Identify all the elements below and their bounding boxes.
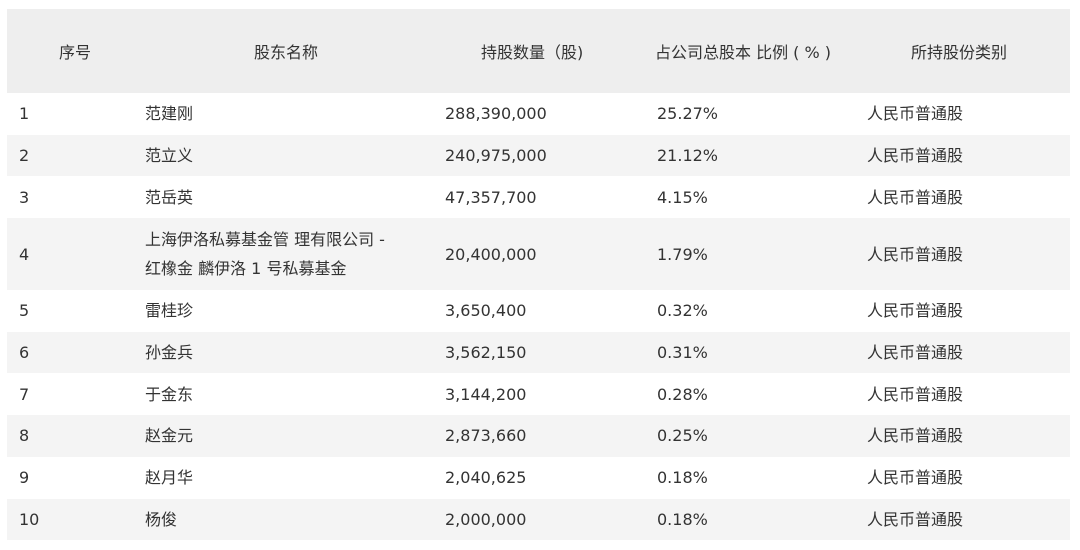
shareholder-name-line: 杨俊 [145, 509, 178, 529]
cell-index: 7 [19, 384, 30, 404]
cell-name: 雷桂珍 [143, 290, 443, 332]
table-body: 1 范建刚 288,390,000 25.27% 人民币普通股 2 范立义 240,975,0… [7, 93, 1070, 541]
cell-ratio: 0.32% [657, 301, 708, 321]
table-row: 10 杨俊 2,000,000 0.18% 人民币普通股 [7, 498, 1070, 541]
table-header: 序号 股东名称 持股数量（股) 占公司总股本 比例 ( % ) 所持股份类别 [7, 9, 1070, 93]
cell-quantity: 2,873,660 [445, 426, 527, 446]
cell-quantity: 240,975,000 [445, 146, 547, 166]
cell-ratio: 0.31% [657, 343, 708, 363]
table-row: 1 范建刚 288,390,000 25.27% 人民币普通股 [7, 93, 1070, 135]
shareholder-table: 序号 股东名称 持股数量（股) 占公司总股本 比例 ( % ) 所持股份类别 1… [7, 9, 1070, 541]
header-type: 所持股份类别 [911, 43, 1008, 62]
shareholder-name-line: 范立义 [145, 146, 194, 166]
table-row: 5 雷桂珍 3,650,400 0.32% 人民币普通股 [7, 290, 1070, 332]
table-row: 8 赵金元 2,873,660 0.25% 人民币普通股 [7, 415, 1070, 457]
table-row: 4 上海伊洛私募基金管 理有限公司 - 红橡金 麟伊洛 1 号私募基金 20,400,… [7, 218, 1070, 291]
cell-name: 于金东 [143, 373, 443, 415]
cell-type: 人民币普通股 [867, 187, 964, 207]
cell-quantity: 2,000,000 [445, 509, 527, 529]
cell-ratio: 0.25% [657, 426, 708, 446]
cell-quantity: 3,562,150 [445, 343, 527, 363]
cell-name: 范立义 [143, 135, 443, 177]
cell-index: 3 [19, 187, 30, 207]
cell-ratio: 0.18% [657, 509, 708, 529]
cell-index: 8 [19, 426, 30, 446]
cell-type: 人民币普通股 [867, 301, 964, 321]
table-row: 6 孙金兵 3,562,150 0.31% 人民币普通股 [7, 331, 1070, 374]
cell-quantity: 2,040,625 [445, 468, 527, 488]
cell-name: 赵月华 [143, 457, 443, 499]
header-ratio: 占公司总股本 比例 ( % ) [655, 43, 832, 62]
cell-ratio: 0.28% [657, 384, 708, 404]
cell-type: 人民币普通股 [867, 343, 964, 363]
cell-name: 范建刚 [143, 93, 443, 135]
cell-quantity: 20,400,000 [445, 244, 537, 264]
cell-type: 人民币普通股 [867, 244, 964, 264]
cell-ratio: 0.18% [657, 468, 708, 488]
cell-index: 4 [19, 244, 30, 264]
cell-index: 9 [19, 468, 30, 488]
table-row: 7 于金东 3,144,200 0.28% 人民币普通股 [7, 373, 1070, 416]
header-index: 序号 [59, 43, 92, 62]
cell-name: 上海伊洛私募基金管 理有限公司 - 红橡金 麟伊洛 1 号私募基金 [143, 218, 443, 290]
shareholder-name-line: 红橡金 麟伊洛 1 号私募基金 [145, 259, 347, 279]
cell-quantity: 3,650,400 [445, 301, 527, 321]
cell-index: 2 [19, 146, 30, 166]
cell-quantity: 47,357,700 [445, 187, 537, 207]
cell-type: 人民币普通股 [867, 146, 964, 166]
cell-type: 人民币普通股 [867, 426, 964, 446]
shareholder-name-line: 上海伊洛私募基金管 理有限公司 - [145, 230, 385, 250]
cell-ratio: 25.27% [657, 104, 719, 124]
shareholder-name-line: 赵金元 [145, 426, 194, 446]
cell-index: 6 [19, 343, 30, 363]
shareholder-name-line: 于金东 [145, 384, 194, 404]
table-row: 2 范立义 240,975,000 21.12% 人民币普通股 [7, 134, 1070, 177]
shareholder-name-line: 范岳英 [145, 187, 194, 207]
cell-name: 杨俊 [143, 499, 443, 541]
cell-name: 孙金兵 [143, 332, 443, 374]
shareholder-name-line: 赵月华 [145, 468, 194, 488]
shareholder-name-line: 孙金兵 [145, 343, 194, 363]
cell-index: 5 [19, 301, 30, 321]
table-row: 3 范岳英 47,357,700 4.15% 人民币普通股 [7, 176, 1070, 219]
cell-ratio: 1.79% [657, 244, 708, 264]
cell-index: 10 [19, 509, 40, 529]
cell-quantity: 3,144,200 [445, 384, 527, 404]
cell-quantity: 288,390,000 [445, 104, 547, 124]
cell-name: 赵金元 [143, 415, 443, 457]
table-row: 9 赵月华 2,040,625 0.18% 人民币普通股 [7, 456, 1070, 499]
cell-type: 人民币普通股 [867, 509, 964, 529]
header-name: 股东名称 [254, 43, 319, 62]
cell-name: 范岳英 [143, 176, 443, 218]
cell-type: 人民币普通股 [867, 468, 964, 488]
cell-type: 人民币普通股 [867, 104, 964, 124]
shareholder-table-container: 序号 股东名称 持股数量（股) 占公司总股本 比例 ( % ) 所持股份类别 1… [7, 9, 1070, 541]
cell-ratio: 4.15% [657, 187, 708, 207]
shareholder-name-line: 雷桂珍 [145, 301, 194, 321]
header-quantity: 持股数量（股) [481, 43, 584, 62]
cell-ratio: 21.12% [657, 146, 719, 166]
header-row: 序号 股东名称 持股数量（股) 占公司总股本 比例 ( % ) 所持股份类别 [7, 9, 1070, 93]
shareholder-name-line: 范建刚 [145, 104, 194, 124]
cell-type: 人民币普通股 [867, 384, 964, 404]
cell-index: 1 [19, 104, 30, 124]
